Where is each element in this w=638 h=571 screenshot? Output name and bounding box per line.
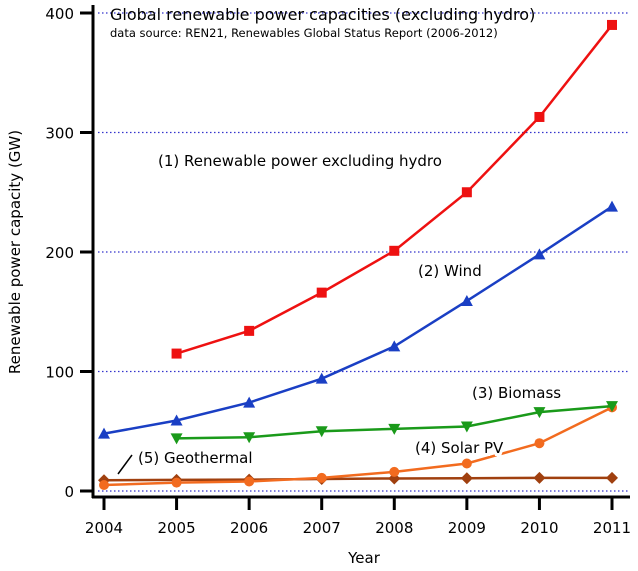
series-line [176,24,613,355]
x-tick-label: 2004 [85,519,123,537]
marker-square [389,245,400,256]
marker-square [607,19,617,30]
x-tick-label: 2011 [593,519,631,537]
marker-square [316,287,327,298]
y-axis-label: Renewable power capacity (GW) [6,130,24,374]
marker-square [534,111,545,122]
x-axis-label: Year [347,549,381,567]
x-tick-label: 2009 [448,519,486,537]
chart-subtitle: data source: REN21, Renewables Global St… [110,26,498,40]
x-tick-label: 2006 [230,519,268,537]
series-line [103,476,612,482]
marker-diamond [606,471,618,484]
series-label: (4) Solar PV [415,439,504,457]
marker-square [461,187,472,198]
marker-triangle-down [533,407,546,419]
series-label: (2) Wind [418,262,482,280]
marker-triangle-up [606,200,618,212]
marker-triangle-up [243,396,256,408]
marker-square [244,325,255,336]
series-1 [171,19,617,359]
x-tick-label: 2005 [157,519,195,537]
marker-triangle-up [533,248,546,260]
x-tick-label: 2008 [375,519,413,537]
x-tick-label: 2007 [303,519,341,537]
marker-circle [99,480,109,491]
y-tick-label: 0 [64,483,74,501]
marker-diamond [533,471,546,484]
y-tick-label: 200 [45,244,74,262]
series-label: (3) Biomass [472,384,561,402]
marker-square [171,348,182,359]
marker-circle [534,438,545,449]
marker-triangle-down [315,426,328,438]
series-2 [98,200,618,439]
series-line [103,205,613,435]
marker-triangle-down [606,401,618,413]
marker-circle [244,476,255,487]
marker-triangle-up [388,340,401,352]
marker-triangle-down [170,433,183,445]
marker-triangle-up [315,372,328,384]
series-label: (5) Geothermal [138,449,253,467]
series-label: (1) Renewable power excluding hydro [158,152,442,170]
series-3 [170,401,618,445]
geothermal-leader-line [117,454,133,475]
marker-triangle-up [170,414,183,426]
y-tick-label: 400 [45,5,74,23]
y-tick-label: 300 [45,125,74,143]
marker-diamond [460,472,473,485]
marker-circle [171,477,182,488]
series-4 [99,402,617,491]
marker-circle [316,472,327,483]
series-line [103,406,613,487]
y-tick-label: 100 [45,364,74,382]
marker-triangle-down [388,423,401,435]
marker-triangle-down [243,432,256,444]
marker-triangle-up [98,427,110,439]
x-tick-label: 2010 [520,519,558,537]
marker-triangle-up [460,294,473,306]
marker-circle [389,466,400,477]
marker-circle [461,458,472,469]
marker-triangle-down [460,421,473,433]
chart-title: Global renewable power capacities (exclu… [110,5,535,24]
